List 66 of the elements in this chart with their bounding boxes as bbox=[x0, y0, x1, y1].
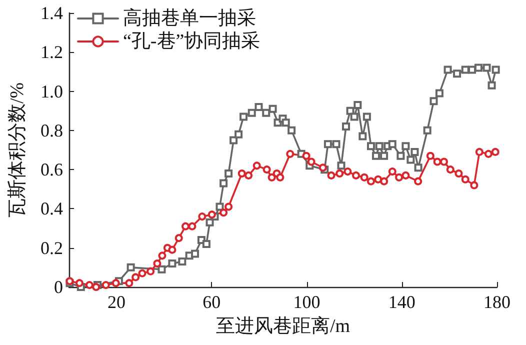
legend-label: “孔-巷”协同抽采 bbox=[123, 31, 260, 52]
point bbox=[446, 166, 454, 174]
x-tick-label: 180 bbox=[484, 292, 510, 312]
point bbox=[198, 212, 206, 221]
point bbox=[262, 166, 271, 174]
y-tick-label: 1.0 bbox=[40, 81, 63, 102]
legend-label: 高抽巷单一抽采 bbox=[123, 7, 256, 29]
point bbox=[102, 281, 110, 290]
point bbox=[252, 162, 261, 170]
point bbox=[182, 222, 190, 230]
y-tick-label: 1.4 bbox=[40, 3, 63, 23]
point bbox=[132, 273, 140, 282]
point bbox=[188, 222, 196, 230]
point bbox=[125, 279, 134, 288]
point bbox=[388, 168, 396, 176]
point bbox=[158, 252, 166, 260]
x-axis-title: 至进风巷距离/m bbox=[216, 315, 350, 337]
point bbox=[454, 169, 463, 178]
point bbox=[402, 171, 410, 180]
point bbox=[208, 210, 216, 219]
point bbox=[138, 269, 146, 278]
point bbox=[352, 171, 360, 180]
y-tick-label: 0.6 bbox=[40, 160, 63, 180]
y-tick-label: 0.8 bbox=[40, 120, 63, 140]
y-tick-label: 0 bbox=[54, 277, 63, 297]
point bbox=[433, 158, 442, 166]
point bbox=[366, 177, 375, 186]
point bbox=[470, 181, 478, 190]
point bbox=[85, 281, 94, 290]
point bbox=[327, 171, 336, 180]
y-tick-label: 0.4 bbox=[40, 198, 63, 219]
point bbox=[168, 246, 176, 254]
point bbox=[336, 169, 344, 178]
point bbox=[302, 152, 310, 160]
point bbox=[414, 177, 422, 186]
x-tick-label: 100 bbox=[293, 292, 320, 312]
point bbox=[224, 202, 233, 211]
x-tick-label: 60 bbox=[202, 292, 221, 312]
point bbox=[112, 279, 120, 288]
point bbox=[360, 173, 368, 182]
x-tick-label: 20 bbox=[108, 292, 126, 312]
point bbox=[286, 150, 294, 158]
point bbox=[153, 260, 162, 268]
y-tick-label: 0.2 bbox=[40, 238, 63, 258]
point bbox=[426, 152, 434, 160]
point bbox=[276, 173, 284, 182]
point bbox=[440, 158, 448, 166]
point bbox=[484, 150, 492, 158]
point bbox=[395, 173, 404, 182]
y-axis-title: 瓦斯体积分数/% bbox=[7, 82, 28, 218]
point bbox=[75, 279, 84, 288]
point bbox=[461, 175, 470, 184]
point bbox=[344, 168, 352, 176]
point bbox=[220, 208, 228, 217]
point bbox=[244, 171, 253, 180]
point bbox=[491, 148, 500, 156]
y-tick-label: 1.2 bbox=[40, 42, 63, 62]
x-tick-label: 140 bbox=[388, 292, 416, 312]
point bbox=[174, 234, 183, 242]
point bbox=[268, 173, 276, 182]
point bbox=[307, 158, 316, 166]
point bbox=[380, 177, 388, 186]
point bbox=[238, 169, 246, 178]
point bbox=[475, 148, 484, 156]
point bbox=[374, 175, 382, 184]
point bbox=[146, 267, 155, 276]
